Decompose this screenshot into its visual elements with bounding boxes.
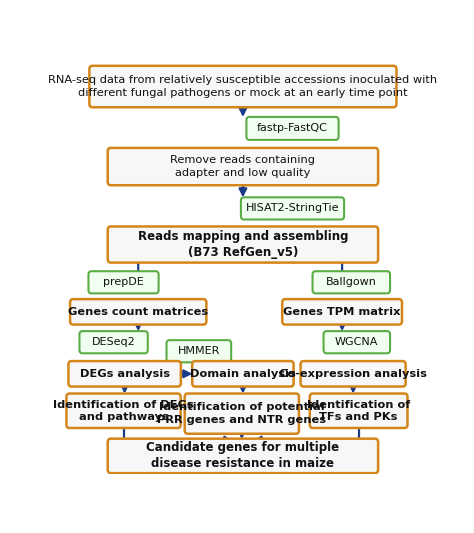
FancyBboxPatch shape (66, 393, 181, 428)
FancyBboxPatch shape (89, 271, 159, 293)
Text: Identification of
TFs and PKs: Identification of TFs and PKs (307, 400, 410, 422)
Text: Genes count matrices: Genes count matrices (68, 307, 208, 317)
Text: fastp-FastQC: fastp-FastQC (257, 124, 328, 133)
FancyBboxPatch shape (108, 227, 378, 263)
Text: Candidate genes for multiple
disease resistance in maize: Candidate genes for multiple disease res… (146, 441, 339, 471)
FancyBboxPatch shape (185, 393, 299, 434)
FancyBboxPatch shape (282, 299, 402, 325)
FancyBboxPatch shape (68, 361, 181, 386)
Text: DESeq2: DESeq2 (92, 337, 136, 347)
FancyBboxPatch shape (312, 271, 390, 293)
Text: Co-expression analysis: Co-expression analysis (279, 369, 427, 379)
Text: Domain analysis: Domain analysis (190, 369, 296, 379)
Text: WGCNA: WGCNA (335, 337, 379, 347)
Text: prepDE: prepDE (103, 277, 144, 287)
FancyBboxPatch shape (108, 148, 378, 185)
FancyBboxPatch shape (324, 331, 390, 353)
Text: Reads mapping and assembling
(B73 RefGen_v5): Reads mapping and assembling (B73 RefGen… (137, 230, 348, 259)
FancyBboxPatch shape (301, 361, 406, 386)
Text: Genes TPM matrix: Genes TPM matrix (283, 307, 401, 317)
Text: Identification of DEGs
and pathways: Identification of DEGs and pathways (53, 400, 194, 422)
FancyBboxPatch shape (310, 393, 408, 428)
Text: Identification of potential
PRR genes and NTR genes: Identification of potential PRR genes an… (157, 402, 326, 425)
FancyBboxPatch shape (192, 361, 293, 386)
FancyBboxPatch shape (241, 197, 344, 220)
Text: HISAT2-StringTie: HISAT2-StringTie (246, 204, 339, 213)
FancyBboxPatch shape (166, 340, 231, 362)
Text: Remove reads containing
adapter and low quality: Remove reads containing adapter and low … (171, 155, 315, 178)
Text: Ballgown: Ballgown (326, 277, 377, 287)
Text: RNA-seq data from relatively susceptible accessions inoculated with
different fu: RNA-seq data from relatively susceptible… (48, 75, 438, 98)
FancyBboxPatch shape (90, 66, 396, 107)
Text: HMMER: HMMER (178, 346, 220, 356)
FancyBboxPatch shape (246, 117, 338, 140)
FancyBboxPatch shape (70, 299, 206, 325)
FancyBboxPatch shape (108, 439, 378, 473)
FancyBboxPatch shape (80, 331, 148, 353)
Text: DEGs analysis: DEGs analysis (80, 369, 170, 379)
